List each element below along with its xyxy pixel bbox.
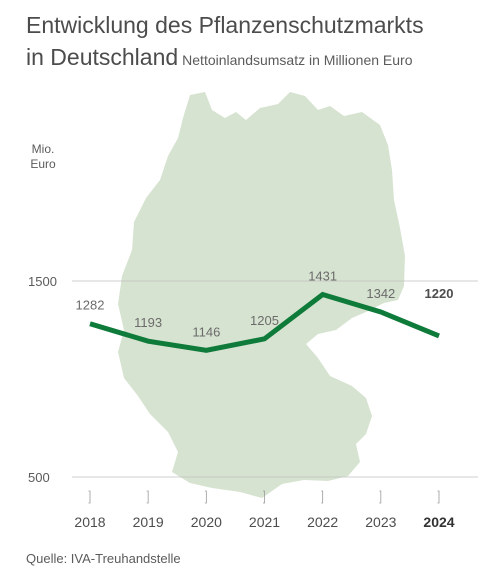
data-label-2023: 1342 — [366, 286, 395, 301]
y-tick-label-500: 500 — [28, 470, 50, 485]
x-tick-mark-2024 — [437, 490, 440, 504]
x-tick-mark-2023 — [379, 490, 382, 504]
title-line-1: Entwicklung des Pflanzenschutzmarkts — [26, 12, 424, 38]
x-tick-mark-2022 — [321, 490, 324, 504]
x-tick-label-2022: 2022 — [307, 514, 338, 530]
y-tick-label-1500: 1500 — [28, 274, 57, 289]
data-labels: 1282 1193 1146 1205 1431 1342 1220 — [76, 269, 454, 340]
x-tick-label-2023: 2023 — [365, 514, 396, 530]
x-axis: 2018 2019 2020 2021 2022 2023 2024 — [74, 490, 455, 530]
x-tick-mark-2020 — [204, 490, 207, 504]
data-label-2024: 1220 — [425, 286, 454, 301]
x-tick-mark-2018 — [88, 490, 91, 504]
x-tick-label-2019: 2019 — [133, 514, 164, 530]
x-tick-label-2021: 2021 — [249, 514, 280, 530]
data-label-2020: 1146 — [192, 324, 220, 339]
data-label-2022: 1431 — [308, 269, 337, 284]
series-group — [89, 291, 440, 353]
x-tick-mark-2019 — [146, 490, 149, 504]
source-note: Quelle: IVA-Treuhandstelle — [26, 551, 181, 566]
germany-map-silhouette — [118, 92, 405, 498]
x-tick-label-2020: 2020 — [191, 514, 222, 530]
series-line — [89, 291, 440, 353]
data-label-2021: 1205 — [250, 313, 279, 328]
title-line-2-text: in Deutschland — [26, 44, 179, 70]
chart-subtitle: Nettoinlandsumsatz in Millionen Euro — [182, 52, 413, 68]
data-label-2018: 1282 — [76, 298, 105, 313]
y-axis-unit-label: Mio. — [32, 142, 55, 156]
y-axis-unit-label: Euro — [30, 157, 56, 171]
data-label-2019: 1193 — [134, 315, 162, 330]
title-line-2: in Deutschland Nettoinlandsumsatz in Mill… — [26, 41, 424, 76]
x-tick-label-2018: 2018 — [74, 514, 105, 530]
gridlines — [72, 280, 478, 478]
x-tick-label-2024: 2024 — [423, 514, 454, 530]
y-axis: 500 1500 Mio.Euro — [28, 142, 57, 485]
x-tick-mark-2021 — [263, 490, 265, 504]
chart-title: Entwicklung des Pflanzenschutzmarkts in … — [26, 9, 424, 76]
